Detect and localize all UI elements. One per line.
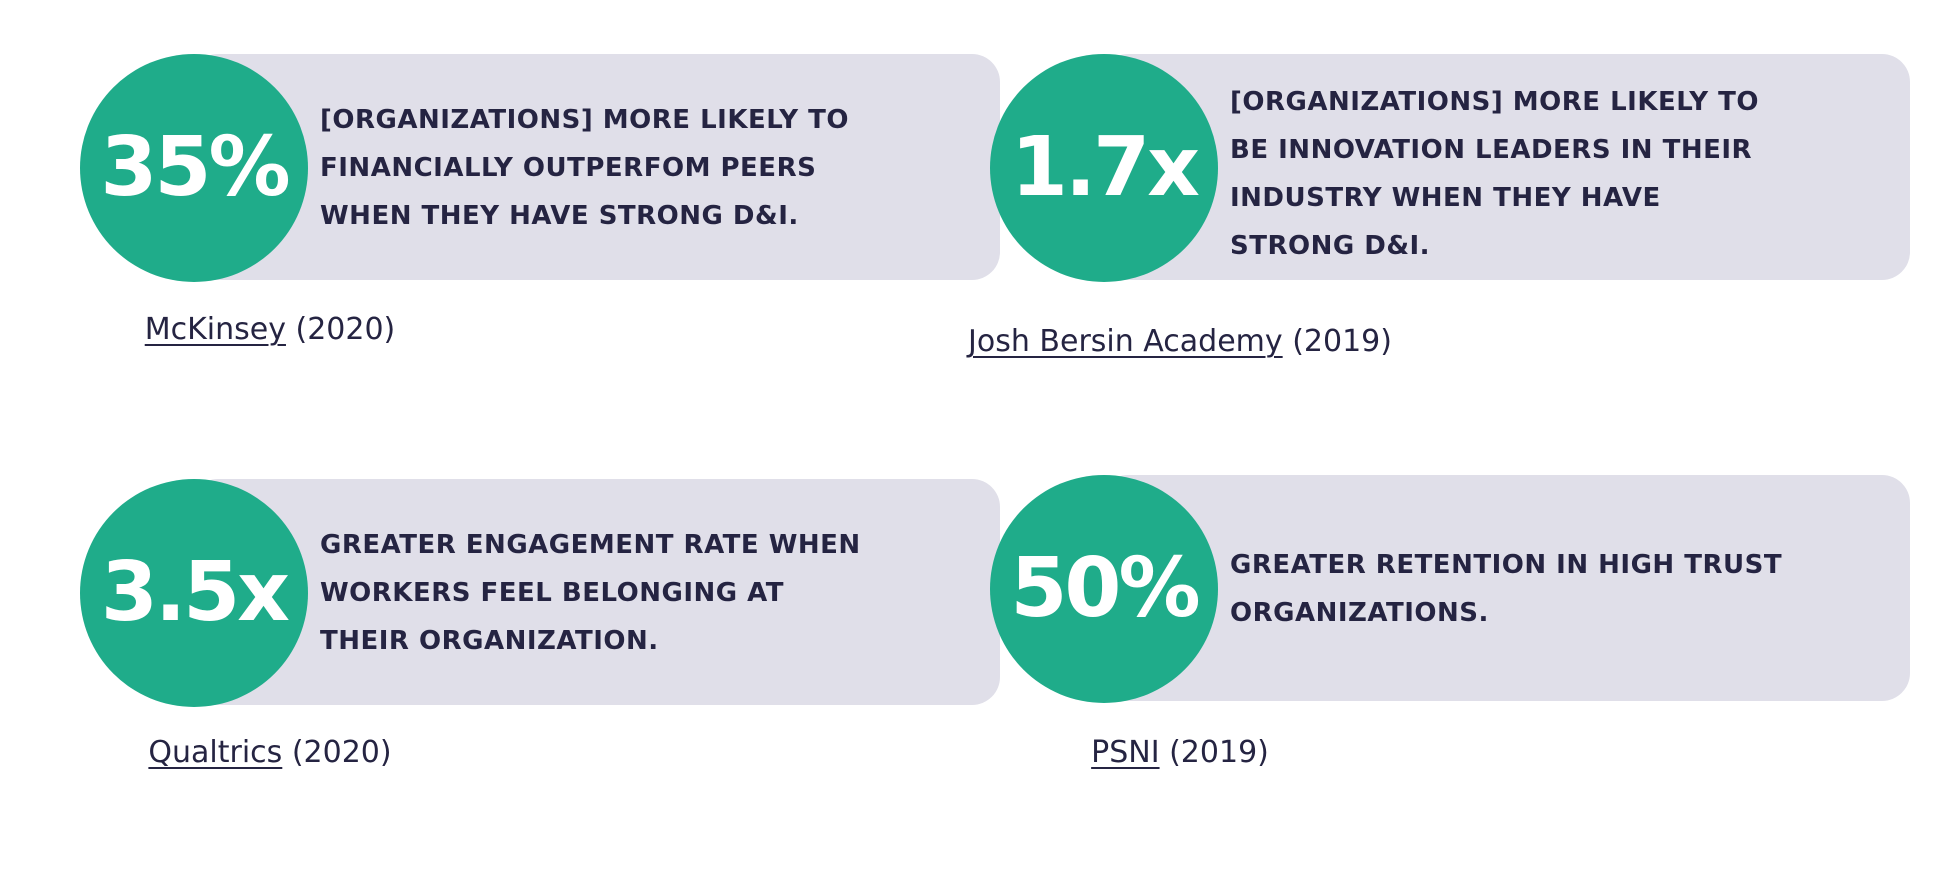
stat-value: 50% [1010, 541, 1200, 636]
stat-card-mckinsey: 35% [Organizations] more likely to finan… [80, 54, 1000, 354]
stat-description: [Organizations] more likely to be innova… [1230, 87, 1759, 261]
stat-panel [190, 54, 1000, 280]
stat-circle: 50% [990, 475, 1218, 703]
source-link-psni[interactable]: PSNI [1091, 735, 1160, 770]
stat-card-qualtrics: 3.5x Greater engagement rate when worker… [80, 479, 1000, 779]
stat-card-josh-bersin: 1.7x [Organizations] more likely to be i… [968, 54, 1910, 359]
stat-source: McKinsey (2020) [0, 312, 730, 348]
stat-value: 35% [100, 120, 290, 215]
stat-description: [Organizations] more likely to financial… [320, 105, 849, 231]
stat-value: 1.7x [1010, 120, 1200, 215]
stat-source: Qualtrics (2020) [0, 735, 730, 771]
stat-circle: 35% [80, 54, 308, 282]
source-link-mckinsey[interactable]: McKinsey [144, 312, 286, 347]
stat-description: Greater retention in high trust organiza… [1230, 550, 1783, 628]
source-year: (2020) [282, 735, 392, 770]
source-year: (2019) [1159, 735, 1269, 770]
stat-panel [190, 479, 1000, 705]
stat-description: Greater engagement rate when workers fee… [320, 530, 861, 656]
source-year: (2019) [1282, 324, 1392, 359]
stat-circle: 1.7x [990, 54, 1218, 282]
stat-circle: 3.5x [80, 479, 308, 707]
stat-panel [1100, 475, 1910, 701]
stat-source: Josh Bersin Academy (2019) [720, 324, 1640, 360]
stat-panel [1100, 54, 1910, 280]
source-link-josh-bersin[interactable]: Josh Bersin Academy [968, 324, 1283, 359]
source-year: (2020) [285, 312, 396, 347]
source-link-qualtrics[interactable]: Qualtrics [148, 735, 283, 770]
stat-card-psni: 50% Greater retention in high trust orga… [990, 475, 1910, 775]
stat-value: 3.5x [100, 545, 290, 640]
stat-source: PSNI (2019) [720, 735, 1640, 771]
